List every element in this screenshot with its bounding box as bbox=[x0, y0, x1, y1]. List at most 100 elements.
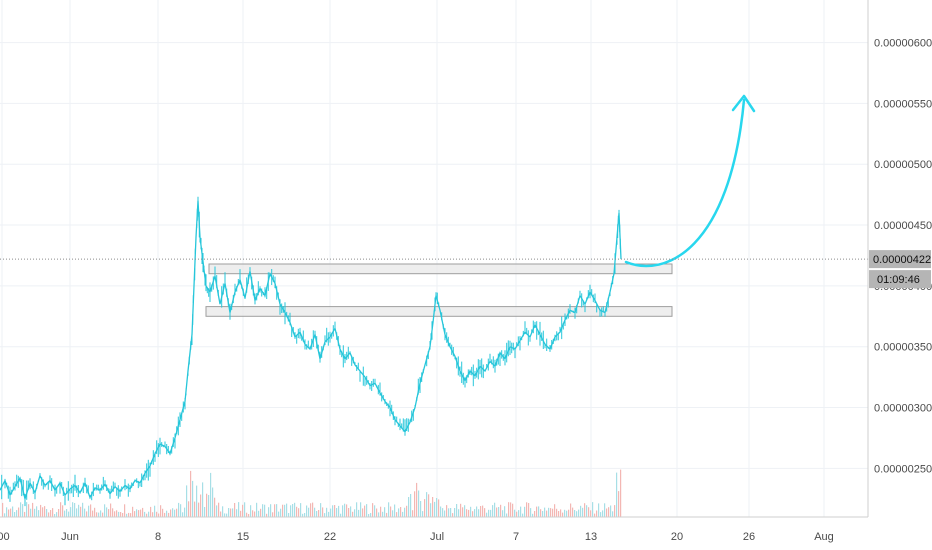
volume-bar bbox=[544, 507, 546, 517]
volume-bar bbox=[262, 504, 264, 517]
volume-bar bbox=[438, 499, 440, 517]
volume-bar bbox=[270, 504, 272, 517]
volume-bar bbox=[106, 507, 108, 517]
support-resistance-zone[interactable] bbox=[208, 263, 673, 275]
volume-bar bbox=[328, 511, 330, 517]
volume-bar bbox=[96, 512, 98, 517]
volume-bar bbox=[202, 482, 204, 517]
volume-bar bbox=[156, 511, 158, 517]
volume-bar bbox=[292, 504, 294, 517]
volume-bar bbox=[372, 503, 374, 517]
volume-bar bbox=[306, 505, 308, 517]
volume-bar bbox=[158, 513, 160, 517]
volume-bar bbox=[250, 505, 252, 517]
volume-bar bbox=[178, 502, 180, 517]
volume-bar bbox=[164, 512, 166, 517]
volume-bar bbox=[222, 506, 224, 517]
volume-bar bbox=[568, 509, 570, 517]
volume-bar bbox=[304, 513, 306, 517]
volume-bar bbox=[128, 512, 130, 517]
volume-bar bbox=[584, 503, 586, 517]
volume-bar bbox=[168, 512, 170, 517]
volume-bar bbox=[258, 510, 260, 517]
volume-bar bbox=[10, 508, 12, 517]
volume-bar bbox=[456, 504, 458, 517]
volume-bar bbox=[78, 504, 80, 517]
volume-bar bbox=[24, 511, 26, 517]
volume-bar bbox=[406, 505, 408, 517]
volume-bar bbox=[356, 502, 358, 517]
volume-bar bbox=[326, 507, 328, 517]
volume-bar bbox=[42, 507, 44, 517]
volume-bar bbox=[166, 510, 168, 517]
volume-bar bbox=[422, 511, 424, 517]
last-price-label: 0.00000422 bbox=[873, 254, 931, 266]
projection-curve[interactable] bbox=[624, 98, 746, 268]
volume-bar bbox=[20, 502, 22, 517]
volume-bar bbox=[300, 503, 302, 517]
volume-bar bbox=[362, 508, 364, 517]
volume-bar bbox=[612, 511, 614, 517]
volume-bar bbox=[382, 511, 384, 517]
x-tick-label: :00 bbox=[0, 531, 10, 543]
volume-bar bbox=[248, 514, 250, 517]
volume-bar bbox=[172, 508, 174, 517]
volume-bar bbox=[62, 505, 64, 517]
volume-bar bbox=[448, 508, 450, 517]
x-tick-label: Jul bbox=[430, 531, 444, 543]
volume-bar bbox=[534, 511, 536, 517]
volume-bar bbox=[428, 494, 430, 517]
volume-bar bbox=[502, 510, 504, 517]
volume-bar bbox=[554, 504, 556, 517]
volume-bar bbox=[266, 513, 268, 517]
volume-bar bbox=[432, 497, 434, 517]
volume-bar bbox=[400, 507, 402, 517]
series-layer bbox=[0, 196, 622, 507]
y-tick-label: 0.00000450 bbox=[874, 220, 932, 232]
volume-bar bbox=[434, 501, 436, 517]
y-tick-label: 0.00000550 bbox=[874, 98, 932, 110]
volume-bar bbox=[48, 512, 50, 517]
volume-bar bbox=[450, 508, 452, 517]
volume-bar bbox=[494, 502, 496, 517]
volume-bar bbox=[46, 509, 48, 517]
last-price-badge: 0.00000422 bbox=[869, 250, 931, 269]
volume-bar bbox=[208, 495, 210, 517]
volume-bar bbox=[110, 503, 112, 517]
volume-bar bbox=[288, 513, 290, 517]
y-tick-label: 0.00000350 bbox=[874, 342, 932, 354]
y-tick-label: 0.00000300 bbox=[874, 403, 932, 415]
volume-bar bbox=[408, 497, 410, 517]
volume-bar bbox=[302, 513, 304, 517]
volume-bar bbox=[226, 513, 228, 517]
volume-bar bbox=[132, 506, 134, 517]
volume-bar bbox=[414, 491, 416, 517]
volume-bar bbox=[514, 509, 516, 517]
x-tick-label: 26 bbox=[743, 531, 755, 543]
volume-bar bbox=[68, 511, 70, 517]
volume-bar bbox=[138, 510, 140, 517]
volume-bar bbox=[458, 509, 460, 517]
volume-bar bbox=[212, 487, 214, 517]
x-tick-label: Jun bbox=[61, 531, 79, 543]
volume-bar bbox=[470, 506, 472, 517]
volume-bar bbox=[426, 492, 428, 517]
volume-bar bbox=[280, 508, 282, 517]
volume-bar bbox=[314, 507, 316, 517]
volume-bar bbox=[8, 509, 10, 517]
volume-bar bbox=[594, 513, 596, 517]
volume-bar bbox=[176, 508, 178, 517]
volume-bar bbox=[424, 499, 426, 517]
volume-bar bbox=[162, 508, 164, 517]
volume-bar bbox=[346, 504, 348, 517]
volume-bar bbox=[576, 511, 578, 517]
volume-bar bbox=[16, 510, 18, 517]
volume-bar bbox=[278, 511, 280, 517]
volume-bar bbox=[18, 507, 20, 517]
volume-bar bbox=[376, 508, 378, 517]
volume-bar bbox=[410, 494, 412, 517]
volume-bar bbox=[360, 502, 362, 517]
volume-bar bbox=[442, 508, 444, 517]
countdown-badge-bg bbox=[869, 270, 931, 289]
